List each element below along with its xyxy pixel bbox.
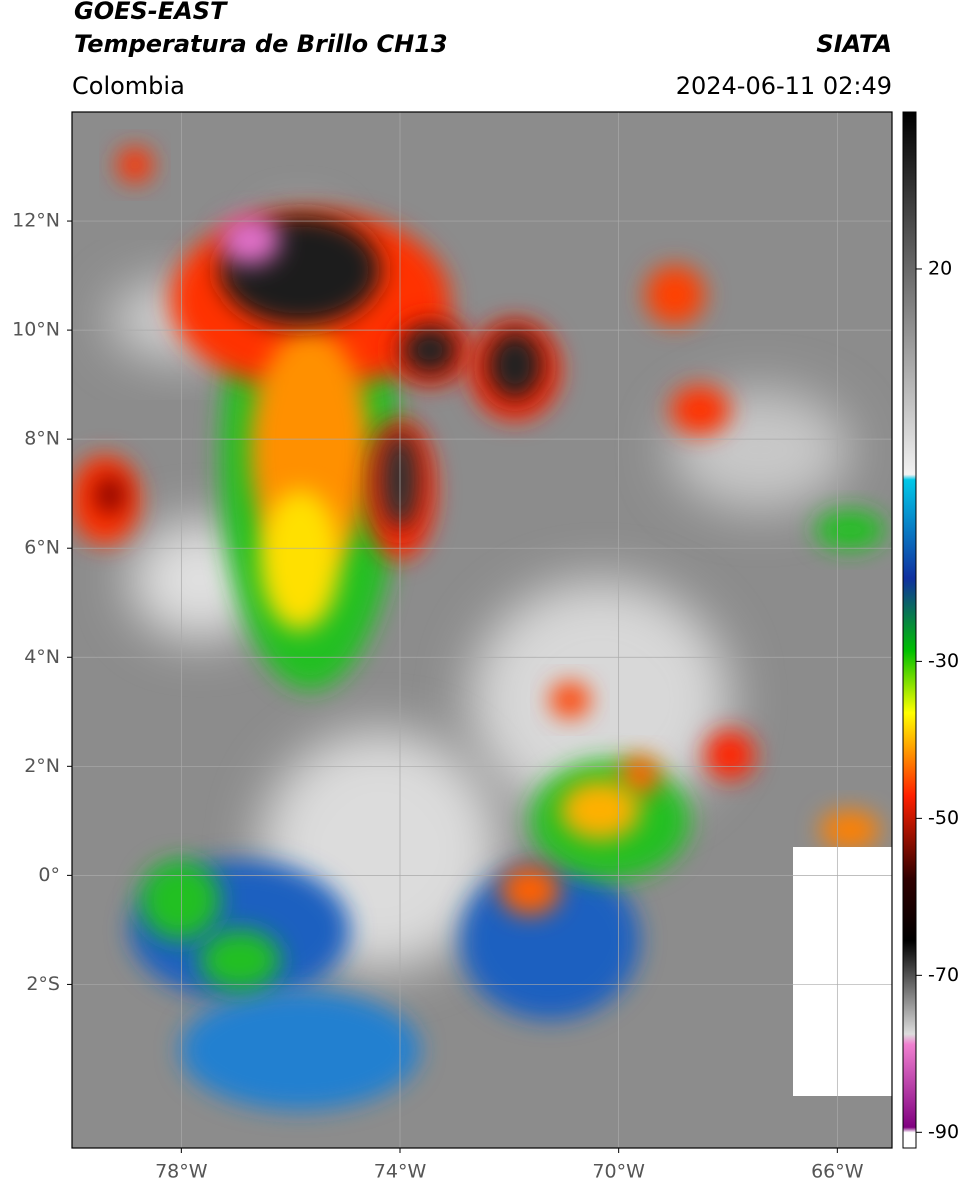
x-tick-label: 66°W [811, 1161, 864, 1183]
cloud-feature [95, 475, 125, 515]
cloud-feature [180, 990, 420, 1110]
map-frame [71, 111, 893, 1149]
colorbar-tick-label: 20 [928, 257, 952, 279]
cloud-feature [705, 730, 755, 780]
cloud-feature [560, 780, 640, 840]
x-tick-label: 74°W [374, 1161, 427, 1183]
cloud-feature [815, 510, 885, 550]
y-tick-label: 2°S [26, 973, 60, 995]
datetime: 2024-06-11 02:49 [675, 72, 892, 100]
colorbar-tick-label: -70 [928, 964, 959, 986]
subtitle: Temperatura de Brillo CH13 [74, 30, 448, 58]
cloud-feature [820, 810, 880, 850]
title: GOES-EAST [74, 0, 227, 25]
x-tick-label: 70°W [592, 1161, 645, 1183]
colorbar-tick-label: -50 [928, 807, 959, 829]
cloud-feature [140, 860, 220, 940]
y-tick-label: 0° [38, 864, 60, 886]
y-tick-label: 10°N [12, 319, 60, 341]
colorbar-tick-label: -90 [928, 1121, 959, 1143]
source: SIATA [816, 30, 892, 58]
colorbar-tick-label: -30 [928, 650, 959, 672]
cloud-feature [470, 580, 730, 820]
cloud-feature [260, 490, 340, 630]
no-data-area [793, 847, 892, 1096]
cloud-feature [402, 325, 458, 375]
colorbar [902, 111, 917, 1149]
cloud-feature [500, 865, 560, 915]
cloud-feature [117, 147, 153, 183]
y-tick-label: 4°N [24, 646, 60, 668]
y-tick-label: 6°N [24, 537, 60, 559]
region: Colombia [72, 72, 185, 100]
cloud-feature [620, 755, 660, 795]
cloud-feature [220, 215, 280, 265]
cloud-feature [645, 265, 705, 325]
satellite-image [72, 112, 892, 1148]
cloud-feature [670, 385, 730, 435]
x-tick-label: 78°W [155, 1161, 208, 1183]
cloud-feature [487, 330, 543, 400]
y-tick-label: 2°N [24, 755, 60, 777]
cloud-feature [550, 682, 590, 718]
cloud-feature [200, 930, 280, 990]
y-tick-label: 12°N [12, 210, 60, 232]
y-tick-label: 8°N [24, 428, 60, 450]
